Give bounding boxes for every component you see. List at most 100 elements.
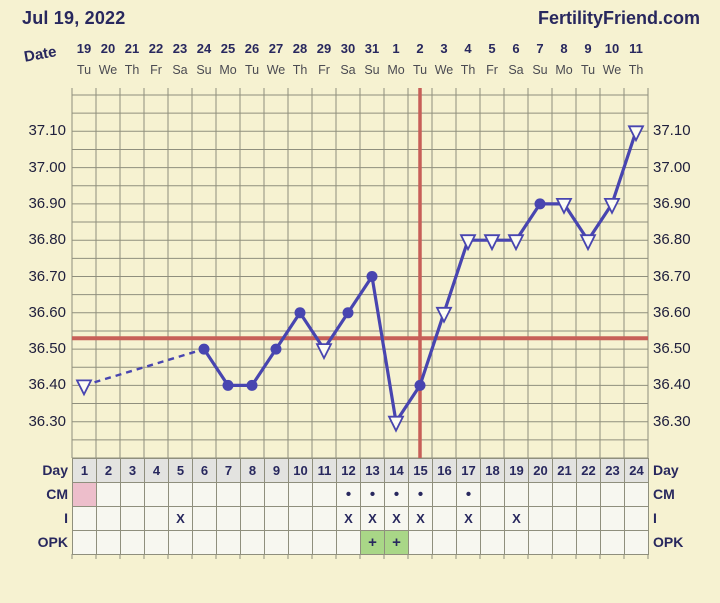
date-tick: 4 — [464, 41, 472, 56]
weekday-tick: Th — [460, 63, 476, 77]
cm-cell-day-14: • — [384, 482, 408, 506]
date-tick: 1 — [392, 41, 400, 56]
date-tick: 26 — [244, 41, 260, 56]
date-tick: 11 — [629, 41, 643, 56]
cm-row-label-left: CM — [46, 486, 68, 502]
cm-cell-day-10 — [288, 482, 312, 506]
weekday-tick: Tu — [244, 63, 260, 77]
temp-point-triangle-day-1 — [75, 379, 93, 397]
site-logo-text: FertilityFriend.com — [537, 8, 700, 28]
temp-point-circle-day-9 — [270, 343, 282, 355]
date-tick: 29 — [316, 41, 332, 56]
date-tick: 28 — [292, 41, 308, 56]
date-tick: 10 — [604, 41, 620, 56]
i-cell-day-15: X — [408, 506, 432, 530]
opk-cell-day-10 — [288, 530, 312, 554]
i-cell-day-3 — [120, 506, 144, 530]
weekday-tick: Fr — [318, 63, 330, 77]
y-axis-label: 36.50 — [653, 340, 691, 358]
day-cell-day-9: 9 — [264, 458, 288, 482]
weekday-tick: Mo — [387, 63, 405, 77]
i-cell-day-5: X — [168, 506, 192, 530]
y-axis-label: 36.90 — [28, 194, 66, 212]
temp-point-triangle-day-19 — [507, 234, 525, 252]
i-cell-day-4 — [144, 506, 168, 530]
weekday-tick: Mo — [555, 63, 573, 77]
cm-cell-day-18 — [480, 482, 504, 506]
i-cell-day-18 — [480, 506, 504, 530]
date-tick: 7 — [536, 41, 544, 56]
day-cell-day-3: 3 — [120, 458, 144, 482]
day-cell-day-20: 20 — [528, 458, 552, 482]
temp-point-triangle-day-14 — [387, 415, 405, 433]
y-axis-label: 36.50 — [28, 340, 66, 358]
opk-cell-day-11 — [312, 530, 336, 554]
date-tick: 30 — [340, 41, 356, 56]
cycle-data-table: 1 2 3 4 5 6 7 8 9 10 11 12 13 14 15 16 17 18 19 20 21 22 23 24 •… — [72, 458, 649, 555]
weekday-tick: Tu — [580, 63, 596, 77]
opk-cell-day-17 — [456, 530, 480, 554]
temp-point-triangle-day-24 — [627, 125, 645, 143]
cm-cell-day-7 — [216, 482, 240, 506]
i-cell-day-10 — [288, 506, 312, 530]
weekday-tick: Fr — [150, 63, 162, 77]
day-cell-day-12: 12 — [336, 458, 360, 482]
day-cell-day-10: 10 — [288, 458, 312, 482]
day-cell-day-13: 13 — [360, 458, 384, 482]
opk-cell-day-1 — [72, 530, 96, 554]
i-cell-day-8 — [240, 506, 264, 530]
date-tick: 21 — [124, 41, 140, 56]
i-cell-day-13: X — [360, 506, 384, 530]
i-cell-day-21 — [552, 506, 576, 530]
opk-cell-day-2 — [96, 530, 120, 554]
temp-point-circle-day-12 — [342, 307, 354, 319]
cm-cell-day-1 — [72, 482, 96, 506]
weekday-tick: Su — [532, 63, 548, 77]
i-cell-day-11 — [312, 506, 336, 530]
weekday-tick: We — [602, 63, 622, 77]
y-axis-label: 36.70 — [653, 267, 691, 285]
date-tick: 6 — [512, 41, 520, 56]
i-row-label-left: I — [64, 510, 68, 526]
i-cell-day-1 — [72, 506, 96, 530]
opk-cell-day-16 — [432, 530, 456, 554]
cm-cell-day-12: • — [336, 482, 360, 506]
cm-cell-day-17: • — [456, 482, 480, 506]
y-axis-label: 36.70 — [28, 267, 66, 285]
opk-cell-day-19 — [504, 530, 528, 554]
y-axis-label: 37.10 — [653, 122, 691, 140]
y-axis-label: 36.30 — [28, 412, 66, 430]
date-tick: 19 — [76, 41, 92, 56]
cm-cell-day-9 — [264, 482, 288, 506]
day-cell-day-19: 19 — [504, 458, 528, 482]
opk-cell-day-15 — [408, 530, 432, 554]
day-row: 1 2 3 4 5 6 7 8 9 10 11 12 13 14 15 16 17 18 19 20 21 22 23 24 — [72, 458, 648, 482]
temp-point-triangle-day-18 — [483, 234, 501, 252]
opk-cell-day-23 — [600, 530, 624, 554]
weekday-tick: Sa — [172, 63, 188, 77]
cm-cell-day-15: • — [408, 482, 432, 506]
i-cell-day-24 — [624, 506, 648, 530]
day-cell-day-1: 1 — [72, 458, 96, 482]
weekday-tick: We — [98, 63, 118, 77]
temp-point-circle-day-15 — [414, 379, 426, 391]
i-cell-day-6 — [192, 506, 216, 530]
weekday-tick: We — [266, 63, 286, 77]
day-row-label-right: Day — [653, 462, 679, 478]
cm-cell-day-13: • — [360, 482, 384, 506]
i-cell-day-2 — [96, 506, 120, 530]
weekday-tick: Sa — [340, 63, 356, 77]
weekday-tick: Th — [124, 63, 140, 77]
day-cell-day-11: 11 — [312, 458, 336, 482]
i-row-label-right: I — [653, 510, 657, 526]
y-axis-label: 37.10 — [28, 122, 66, 140]
cm-row-label-right: CM — [653, 486, 675, 502]
temp-point-circle-day-10 — [294, 307, 306, 319]
temp-point-circle-day-6 — [198, 343, 210, 355]
opk-cell-day-24 — [624, 530, 648, 554]
y-axis-label: 36.80 — [653, 231, 691, 249]
cm-cell-day-2 — [96, 482, 120, 506]
weekday-tick: Su — [364, 63, 380, 77]
cm-cell-day-22 — [576, 482, 600, 506]
